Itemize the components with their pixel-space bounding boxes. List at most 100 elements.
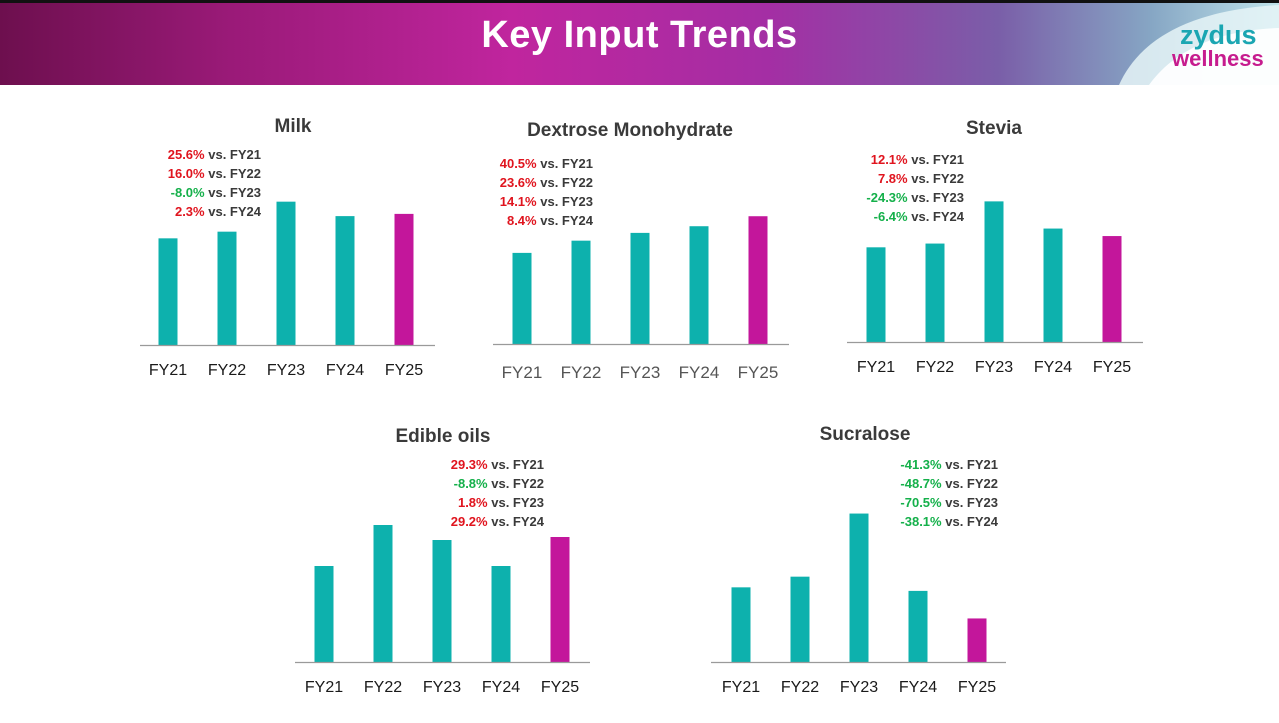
bar-fy21 <box>866 247 886 342</box>
annotation-line: 29.3% vs. FY21 <box>403 455 544 474</box>
bar-fy25 <box>1102 236 1122 342</box>
x-tick-label: FY22 <box>364 679 402 696</box>
annotation-vs: vs. FY21 <box>540 156 593 171</box>
x-tick-label: FY23 <box>423 679 461 696</box>
annotation-line: 16.0% vs. FY22 <box>120 164 261 183</box>
annotation-pct: 29.3% <box>450 457 488 472</box>
x-tick-label: FY22 <box>208 362 246 379</box>
annotation-line: 23.6% vs. FY22 <box>452 173 593 192</box>
chart-title: Stevia <box>966 118 1022 139</box>
x-tick-label: FY22 <box>916 359 954 376</box>
annotation-line: -8.0% vs. FY23 <box>120 183 261 202</box>
annotation-vs: vs. FY24 <box>945 514 998 529</box>
chart-annotations: 40.5% vs. FY21 23.6% vs. FY22 14.1% vs. … <box>452 154 593 230</box>
annotation-pct: -38.1% <box>900 514 942 529</box>
annotation-line: 2.3% vs. FY24 <box>120 202 261 221</box>
bar-fy23 <box>276 201 296 345</box>
x-tick-label: FY24 <box>1034 359 1072 376</box>
chart-4-plot: FY21 FY22 FY23 FY24 FY25 <box>295 525 590 696</box>
annotation-pct: 1.8% <box>457 495 488 510</box>
annotation-line: -8.8% vs. FY22 <box>403 474 544 493</box>
annotation-line: 29.2% vs. FY24 <box>403 512 544 531</box>
logo-swoosh-decoration <box>1119 5 1279 85</box>
x-tick-label: FY22 <box>781 679 819 696</box>
chart-annotations: 29.3% vs. FY21 -8.8% vs. FY22 1.8% vs. F… <box>403 455 544 531</box>
logo-brand-top: zydus <box>1180 20 1257 50</box>
annotation-pct: -41.3% <box>900 457 942 472</box>
bar-fy24 <box>491 566 511 662</box>
logo-brand-bottom: wellness <box>1172 46 1264 71</box>
annotation-line: 40.5% vs. FY21 <box>452 154 593 173</box>
annotation-pct: 25.6% <box>167 147 205 162</box>
bar-fy24 <box>1043 228 1063 342</box>
x-tick-label: FY24 <box>482 679 520 696</box>
page-title: Key Input Trends <box>481 14 798 56</box>
bar-fy24 <box>335 216 355 345</box>
x-tick-label: FY21 <box>149 362 187 379</box>
chart-annotations: 12.1% vs. FY21 7.8% vs. FY22 -24.3% vs. … <box>823 150 964 226</box>
bar-fy25 <box>967 618 987 662</box>
bar-fy24 <box>908 590 928 662</box>
annotation-pct: -6.4% <box>873 209 908 224</box>
chart-1-plot: FY21 FY22 FY23 FY24 FY25 <box>140 201 435 379</box>
chart-annotations: 25.6% vs. FY21 16.0% vs. FY22 -8.0% vs. … <box>120 145 261 221</box>
x-tick-label: FY24 <box>899 679 937 696</box>
x-tick-label: FY23 <box>620 363 661 382</box>
chart-3-plot: FY21 FY22 FY23 FY24 FY25 <box>847 201 1143 376</box>
annotation-pct: 29.2% <box>450 514 488 529</box>
header-banner: Key Input Trends zydus wellness <box>0 0 1279 85</box>
annotation-pct: 16.0% <box>167 166 205 181</box>
annotation-vs: vs. FY24 <box>911 209 964 224</box>
annotation-vs: vs. FY21 <box>911 152 964 167</box>
bar-fy23 <box>630 232 650 344</box>
bar-fy21 <box>314 566 334 662</box>
bar-fy22 <box>790 576 810 662</box>
x-tick-label: FY25 <box>541 679 579 696</box>
x-tick-label: FY25 <box>1093 359 1131 376</box>
annotation-vs: vs. FY22 <box>208 166 261 181</box>
annotation-pct: 12.1% <box>870 152 908 167</box>
annotation-vs: vs. FY24 <box>491 514 544 529</box>
annotation-vs: vs. FY24 <box>208 204 261 219</box>
bar-fy25 <box>550 537 570 662</box>
annotation-vs: vs. FY23 <box>911 190 964 205</box>
chart-title: Sucralose <box>819 424 911 445</box>
x-tick-label: FY23 <box>267 362 305 379</box>
annotation-vs: vs. FY22 <box>540 175 593 190</box>
chart-annotations: -41.3% vs. FY21 -48.7% vs. FY22 -70.5% v… <box>857 455 998 531</box>
annotation-vs: vs. FY23 <box>945 495 998 510</box>
chart-2-plot: FY21 FY22 FY23 FY24 FY25 <box>493 216 789 382</box>
x-tick-label: FY25 <box>385 362 423 379</box>
annotation-vs: vs. FY23 <box>491 495 544 510</box>
bar-fy23 <box>432 540 452 662</box>
annotation-pct: -24.3% <box>866 190 908 205</box>
bar-fy25 <box>394 213 414 345</box>
bar-fy25 <box>748 216 768 344</box>
chart-5-plot: FY21 FY22 FY23 FY24 FY25 <box>711 513 1006 696</box>
annotation-line: -70.5% vs. FY23 <box>857 493 998 512</box>
bar-fy22 <box>217 231 237 345</box>
annotation-pct: 7.8% <box>877 171 908 186</box>
annotation-pct: -8.0% <box>170 185 205 200</box>
top-border <box>0 0 1279 3</box>
x-tick-label: FY25 <box>958 679 996 696</box>
x-tick-label: FY25 <box>738 363 779 382</box>
annotation-pct: -70.5% <box>900 495 942 510</box>
annotation-line: -48.7% vs. FY22 <box>857 474 998 493</box>
annotation-pct: -48.7% <box>900 476 942 491</box>
x-tick-label: FY24 <box>326 362 364 379</box>
annotation-vs: vs. FY22 <box>945 476 998 491</box>
x-tick-label: FY23 <box>840 679 878 696</box>
x-tick-label: FY24 <box>679 363 720 382</box>
x-tick-label: FY21 <box>502 363 543 382</box>
annotation-line: 25.6% vs. FY21 <box>120 145 261 164</box>
annotation-vs: vs. FY22 <box>911 171 964 186</box>
annotation-pct: 14.1% <box>499 194 537 209</box>
annotation-vs: vs. FY21 <box>491 457 544 472</box>
chart-title: Milk <box>274 116 312 137</box>
bar-fy23 <box>984 201 1004 342</box>
annotation-vs: vs. FY22 <box>491 476 544 491</box>
annotation-vs: vs. FY23 <box>540 194 593 209</box>
annotation-line: 14.1% vs. FY23 <box>452 192 593 211</box>
